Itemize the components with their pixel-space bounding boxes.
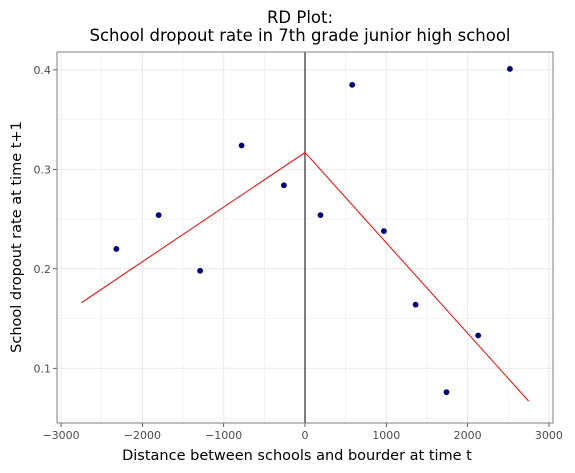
- fit-lines: [81, 152, 529, 402]
- data-point: [412, 301, 419, 308]
- data-point: [443, 389, 450, 396]
- x-tick-label: 2000: [454, 429, 482, 442]
- data-point: [113, 246, 120, 252]
- x-tick-label: 1000: [372, 429, 400, 442]
- x-tick-label: −3000: [42, 429, 79, 442]
- chart-subtitle: School dropout rate in 7th grade junior …: [89, 26, 510, 45]
- y-axis-ticks: 0.1 0.2 0.3 0.4: [34, 64, 57, 375]
- y-tick-label: 0.2: [34, 263, 52, 276]
- y-axis-title: School dropout rate at time t+1: [9, 121, 25, 353]
- y-tick-label: 0.3: [34, 163, 52, 176]
- data-points: [113, 66, 513, 396]
- data-point: [380, 228, 387, 234]
- y-tick-label: 0.4: [34, 64, 52, 77]
- data-point: [507, 66, 513, 72]
- panel-border: [56, 51, 554, 424]
- x-tick-label: −2000: [124, 429, 161, 442]
- fit-line-right: [304, 152, 529, 402]
- x-axis-ticks: −3000 −2000 −1000 0 1000 2000 3000: [42, 423, 563, 442]
- fit-line-left: [81, 152, 306, 304]
- x-tick-label: 0: [302, 429, 309, 442]
- y-tick-label: 0.1: [34, 362, 52, 375]
- data-point: [197, 267, 204, 274]
- data-point: [317, 212, 324, 219]
- data-point: [238, 142, 245, 149]
- data-point: [475, 332, 482, 339]
- chart-title: RD Plot:: [267, 8, 333, 27]
- data-point: [280, 182, 287, 189]
- x-tick-label: 3000: [535, 429, 563, 442]
- data-point: [349, 81, 356, 88]
- x-axis-title: Distance between schools and bourder at …: [122, 448, 472, 464]
- x-tick-label: −1000: [205, 429, 242, 442]
- data-point: [155, 212, 162, 219]
